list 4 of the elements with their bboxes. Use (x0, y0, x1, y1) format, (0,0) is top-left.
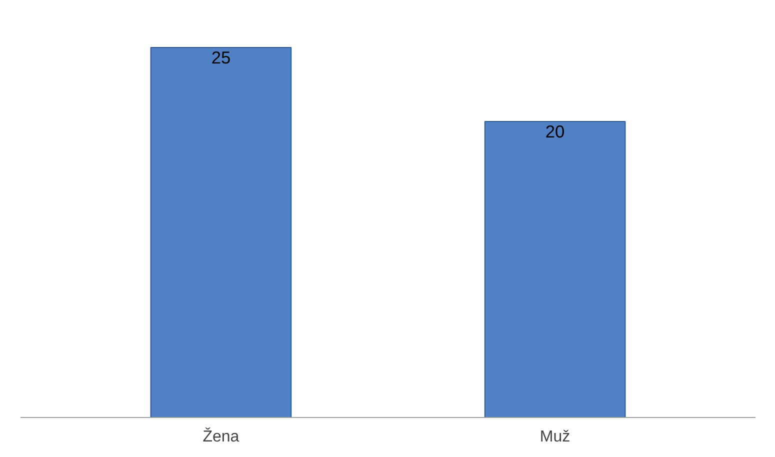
data-label: 25 (211, 48, 231, 68)
x-tick-label: Žena (202, 428, 240, 446)
x-tick-label: Muž (540, 428, 570, 446)
data-label: 20 (545, 122, 565, 142)
